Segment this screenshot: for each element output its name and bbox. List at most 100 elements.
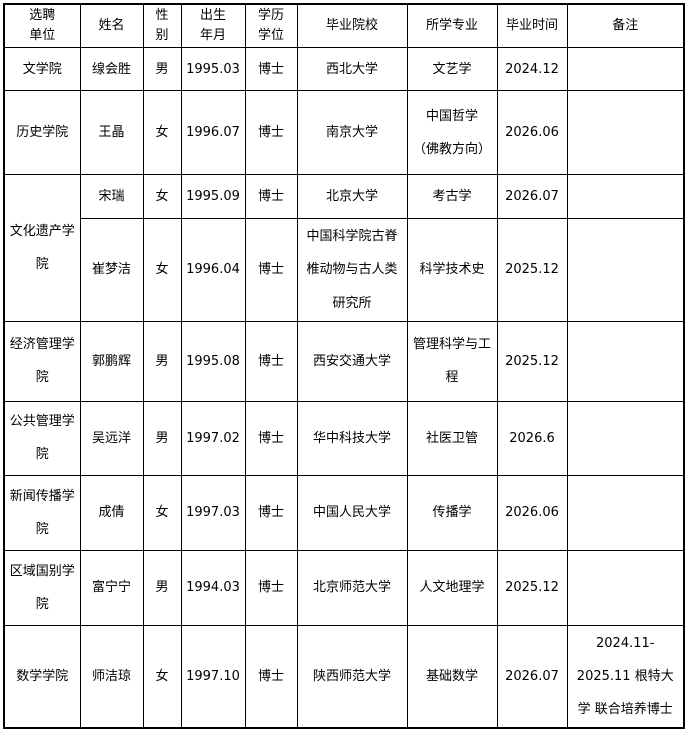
table-row: 数学学院 师洁琼女 1997.10 博士 陕西师范大学 基础数学 2026.07 2024.1…	[3, 624, 685, 729]
table-cell: 1995.03	[180, 47, 246, 92]
header-remarks: 备注	[566, 3, 685, 49]
table-cell: 1997.02	[180, 400, 246, 476]
table-cell: 2024.12	[496, 47, 568, 92]
table-row: 历史学院 王晶女 1996.07 博士 南京大学 中国哲学 （佛教方向） 2026.06	[3, 90, 685, 176]
table-cell: 1995.09	[180, 174, 246, 220]
table-row: 区域国别学院 富宁宁男 1994.03 博士 北京师范大学 人文地理学 2025.12	[3, 549, 685, 626]
table-cell: 2026.07	[496, 174, 568, 220]
table-cell: 中国哲学 （佛教方向）	[406, 90, 498, 176]
table-cell	[566, 218, 685, 322]
table-cell: 博士	[244, 320, 298, 402]
table-cell: 师洁琼	[79, 624, 144, 729]
table-cell: 2026.07	[496, 624, 568, 729]
table-cell	[566, 90, 685, 176]
table-cell	[566, 174, 685, 220]
table-cell: 西北大学	[296, 47, 408, 92]
table-cell: 富宁宁	[79, 549, 144, 626]
table-cell: 文学院	[3, 47, 81, 92]
table-cell: 吴远洋	[79, 400, 144, 476]
table-cell: 博士	[244, 624, 298, 729]
header-gender: 性 别	[142, 3, 182, 49]
table-cell: 文化遗产学院	[3, 174, 81, 322]
table-cell: 数学学院	[3, 624, 81, 729]
header-graduation-time: 毕业时间	[496, 3, 568, 49]
table-row: 文学院 缐会胜男 1995.03 博士 西北大学 文艺学 2024.12	[3, 47, 685, 92]
header-graduation-school: 毕业院校	[296, 3, 408, 49]
table-cell: 女	[142, 474, 182, 551]
recruitment-table: 选聘 单位 姓名 性 别 出生 年月 学历 学位 毕业院校 所学专业 毕业时间 …	[3, 3, 685, 729]
header-row: 选聘 单位 姓名 性 别 出生 年月 学历 学位 毕业院校 所学专业 毕业时间 …	[3, 3, 685, 49]
table-cell: 陕西师范大学	[296, 624, 408, 729]
table-cell: 博士	[244, 549, 298, 626]
table-cell: 男	[142, 549, 182, 626]
table-cell: 2025.12	[496, 549, 568, 626]
table-cell: 男	[142, 47, 182, 92]
table-cell: 南京大学	[296, 90, 408, 176]
table-row: 经济管理学院 郭鹏辉男 1995.08 博士 西安交通大学 管理科学与工程 2025.12	[3, 320, 685, 402]
table-cell: 区域国别学院	[3, 549, 81, 626]
table-cell: 管理科学与工程	[406, 320, 498, 402]
table-cell	[566, 320, 685, 402]
table-cell: 西安交通大学	[296, 320, 408, 402]
table-row: 崔梦洁女 1996.04 博士 中国科学院古脊椎动物与古人类研究所 科学技术史 2025.…	[4, 218, 685, 322]
table-cell: 人文地理学	[406, 549, 498, 626]
header-major: 所学专业	[406, 3, 498, 49]
table-cell	[566, 474, 685, 551]
table-cell: 社医卫管	[406, 400, 498, 476]
table-cell: 博士	[244, 47, 298, 92]
table-cell: 传播学	[406, 474, 498, 551]
table-cell: 2026.06	[496, 474, 568, 551]
table-cell: 崔梦洁	[79, 218, 144, 322]
table-cell: 1994.03	[180, 549, 246, 626]
table-cell: 成倩	[79, 474, 144, 551]
table-cell: 王晶	[79, 90, 144, 176]
header-birth-date: 出生 年月	[180, 3, 246, 49]
table-cell: 2026.06	[496, 90, 568, 176]
table-cell: 郭鹏辉	[79, 320, 144, 402]
table-cell: 博士	[244, 174, 298, 220]
table-cell: 女	[142, 90, 182, 176]
table-cell: 中国科学院古脊椎动物与古人类研究所	[296, 218, 408, 322]
table-cell: 科学技术史	[406, 218, 498, 322]
header-name: 姓名	[79, 3, 144, 49]
table-cell	[566, 549, 685, 626]
table-cell: 2025.12	[496, 320, 568, 402]
table-cell	[566, 47, 685, 92]
table-cell: 中国人民大学	[296, 474, 408, 551]
table-cell	[566, 400, 685, 476]
table-cell: 男	[142, 400, 182, 476]
table-cell: 1997.10	[180, 624, 246, 729]
table-cell: 2025.12	[496, 218, 568, 322]
table-cell: 博士	[244, 474, 298, 551]
table-row: 公共管理学院 吴远洋男 1997.02 博士 华中科技大学 社医卫管 2026.6	[3, 400, 685, 476]
table-cell: 1996.07	[180, 90, 246, 176]
table-header: 选聘 单位 姓名 性 别 出生 年月 学历 学位 毕业院校 所学专业 毕业时间 …	[3, 3, 685, 49]
table-cell: 北京师范大学	[296, 549, 408, 626]
table-cell: 2026.6	[496, 400, 568, 476]
table-cell: 历史学院	[3, 90, 81, 176]
table-cell: 宋瑞	[79, 174, 144, 220]
table-cell: 公共管理学院	[3, 400, 81, 476]
table-cell: 博士	[244, 400, 298, 476]
table-cell: 经济管理学院	[3, 320, 81, 402]
table-cell: 女	[142, 218, 182, 322]
table-cell: 考古学	[406, 174, 498, 220]
table-cell: 北京大学	[296, 174, 408, 220]
table-cell: 1996.04	[180, 218, 246, 322]
table-cell: 基础数学	[406, 624, 498, 729]
table-cell: 新闻传播学院	[3, 474, 81, 551]
table-cell: 女	[142, 174, 182, 220]
table-cell: 男	[142, 320, 182, 402]
table-cell: 华中科技大学	[296, 400, 408, 476]
table-cell: 女	[142, 624, 182, 729]
table-cell: 博士	[244, 218, 298, 322]
table-cell: 1997.03	[180, 474, 246, 551]
header-unit: 选聘 单位	[3, 3, 81, 49]
table-cell: 缐会胜	[79, 47, 144, 92]
table-cell: 2024.11-2025.11 根特大学 联合培养博士	[566, 624, 685, 729]
table-cell: 博士	[244, 90, 298, 176]
table-cell: 文艺学	[406, 47, 498, 92]
table-row: 文化遗产学院 宋瑞女 1995.09 博士 北京大学 考古学 2026.07	[3, 174, 685, 322]
header-degree: 学历 学位	[244, 3, 298, 49]
